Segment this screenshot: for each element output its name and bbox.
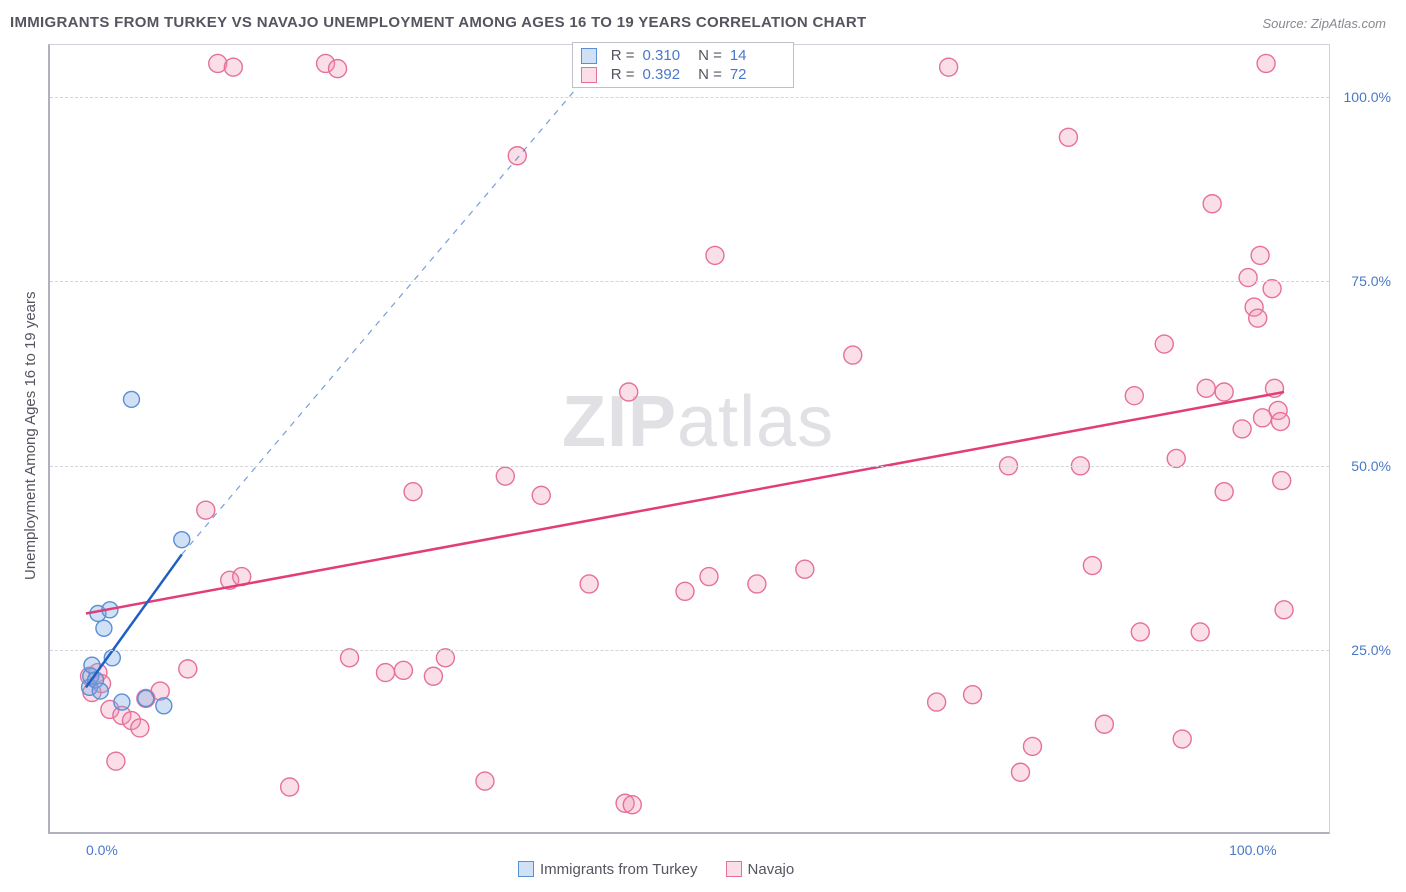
- navajo-point: [341, 649, 359, 667]
- stats-swatch: [581, 67, 597, 83]
- navajo-point: [1249, 309, 1267, 327]
- stats-r-label: R =: [611, 66, 635, 83]
- navajo-point: [1191, 623, 1209, 641]
- navajo-point: [476, 772, 494, 790]
- plot-svg: [50, 45, 1329, 832]
- navajo-point: [107, 752, 125, 770]
- stats-swatch: [581, 48, 597, 64]
- navajo-point: [1215, 483, 1233, 501]
- navajo-point: [748, 575, 766, 593]
- navajo-point: [1197, 379, 1215, 397]
- stats-n-label: N =: [698, 47, 722, 64]
- navajo-point: [1233, 420, 1251, 438]
- navajo-point: [131, 719, 149, 737]
- navajo-point: [1203, 195, 1221, 213]
- navajo-point: [1155, 335, 1173, 353]
- gridline: [50, 97, 1329, 98]
- navajo-point: [796, 560, 814, 578]
- stats-box: R = 0.310 N = 14 R = 0.392 N = 72: [572, 42, 794, 88]
- turkey-point: [138, 690, 154, 706]
- stats-r-label: R =: [611, 47, 635, 64]
- navajo-point: [496, 467, 514, 485]
- navajo-point: [1011, 763, 1029, 781]
- navajo-point: [329, 60, 347, 78]
- chart-container: IMMIGRANTS FROM TURKEY VS NAVAJO UNEMPLO…: [0, 0, 1406, 892]
- navajo-trendline: [86, 392, 1284, 613]
- stats-n-label: N =: [698, 66, 722, 83]
- navajo-point: [928, 693, 946, 711]
- y-tick-label: 25.0%: [1351, 642, 1391, 658]
- turkey-trendline-dashed: [182, 45, 613, 554]
- stats-row: R = 0.310 N = 14: [581, 47, 785, 64]
- navajo-point: [1239, 269, 1257, 287]
- navajo-point: [394, 661, 412, 679]
- navajo-point: [376, 664, 394, 682]
- navajo-point: [1125, 387, 1143, 405]
- gridline: [50, 650, 1329, 651]
- y-tick-label: 50.0%: [1351, 458, 1391, 474]
- navajo-point: [1167, 449, 1185, 467]
- legend-swatch: [726, 861, 742, 877]
- navajo-point: [1251, 246, 1269, 264]
- navajo-point: [281, 778, 299, 796]
- navajo-point: [1173, 730, 1191, 748]
- navajo-point: [1095, 715, 1113, 733]
- x-tick-label: 0.0%: [86, 842, 118, 858]
- navajo-point: [1271, 413, 1289, 431]
- y-tick-label: 75.0%: [1351, 273, 1391, 289]
- navajo-point: [404, 483, 422, 501]
- turkey-point: [156, 698, 172, 714]
- turkey-point: [92, 683, 108, 699]
- navajo-point: [1257, 54, 1275, 72]
- navajo-point: [224, 58, 242, 76]
- navajo-point: [700, 568, 718, 586]
- navajo-point: [1059, 128, 1077, 146]
- navajo-point: [424, 667, 442, 685]
- stats-r-value: 0.392: [643, 66, 681, 83]
- gridline: [50, 466, 1329, 467]
- y-tick-label: 100.0%: [1344, 89, 1391, 105]
- plot-area: ZIPatlas R =0.310N =14R =0.392N =72 25.0…: [48, 44, 1330, 834]
- navajo-point: [623, 796, 641, 814]
- legend-label: Navajo: [748, 861, 795, 878]
- source-label: Source: ZipAtlas.com: [1262, 16, 1386, 31]
- turkey-point: [174, 532, 190, 548]
- navajo-point: [1083, 557, 1101, 575]
- navajo-point: [179, 660, 197, 678]
- navajo-point: [532, 486, 550, 504]
- navajo-point: [1275, 601, 1293, 619]
- stats-n-value: 14: [730, 47, 747, 64]
- legend: Immigrants from Turkey Navajo: [518, 861, 794, 878]
- navajo-point: [676, 582, 694, 600]
- y-axis-label: Unemployment Among Ages 16 to 19 years: [22, 291, 39, 580]
- chart-title: IMMIGRANTS FROM TURKEY VS NAVAJO UNEMPLO…: [10, 14, 867, 31]
- navajo-point: [1263, 280, 1281, 298]
- navajo-point: [940, 58, 958, 76]
- legend-item: Navajo: [726, 861, 795, 878]
- navajo-point: [580, 575, 598, 593]
- legend-label: Immigrants from Turkey: [540, 861, 698, 878]
- turkey-point: [123, 391, 139, 407]
- x-tick-label: 100.0%: [1229, 842, 1276, 858]
- navajo-point: [1131, 623, 1149, 641]
- navajo-point: [436, 649, 454, 667]
- navajo-point: [1215, 383, 1233, 401]
- legend-swatch: [518, 861, 534, 877]
- stats-row: R = 0.392 N = 72: [581, 66, 785, 83]
- navajo-point: [197, 501, 215, 519]
- navajo-point: [1273, 472, 1291, 490]
- navajo-point: [964, 686, 982, 704]
- navajo-point: [1023, 737, 1041, 755]
- navajo-point: [844, 346, 862, 364]
- turkey-point: [114, 694, 130, 710]
- turkey-point: [96, 620, 112, 636]
- legend-item: Immigrants from Turkey: [518, 861, 698, 878]
- navajo-point: [508, 147, 526, 165]
- gridline: [50, 281, 1329, 282]
- stats-r-value: 0.310: [643, 47, 681, 64]
- navajo-point: [620, 383, 638, 401]
- navajo-point: [706, 246, 724, 264]
- stats-n-value: 72: [730, 66, 747, 83]
